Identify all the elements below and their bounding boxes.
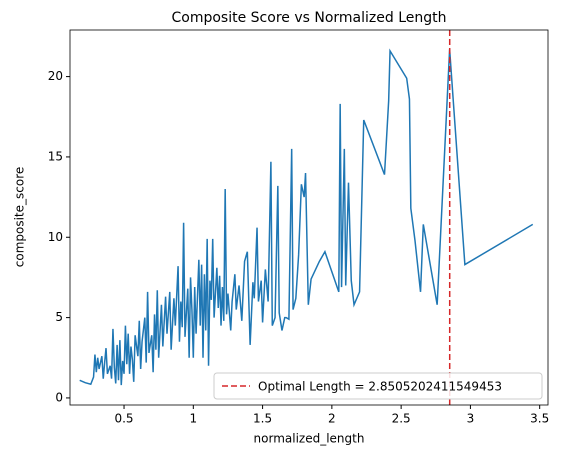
x-tick-label: 0.5 [114, 412, 133, 426]
y-tick-label: 0 [55, 390, 63, 404]
y-tick-label: 10 [48, 230, 63, 244]
y-axis-label: composite_score [13, 167, 27, 268]
x-tick-label: 1 [189, 412, 197, 426]
data-line [79, 48, 534, 386]
x-tick-label: 3.5 [530, 412, 549, 426]
x-tick-label: 2 [328, 412, 336, 426]
chart-title: Composite Score vs Normalized Length [172, 10, 447, 26]
legend-box [213, 372, 543, 400]
x-tick-label: 3 [467, 412, 475, 426]
x-tick-label: 2.5 [392, 412, 411, 426]
y-tick-label: 5 [55, 310, 63, 324]
legend-label: Optimal Length = 2.8505202411549453 [258, 380, 502, 394]
y-tick-label: 20 [48, 69, 63, 83]
x-axis-label: normalized_length [254, 432, 365, 446]
x-tick-label: 1.5 [253, 412, 272, 426]
frame [69, 29, 549, 406]
y-tick-label: 15 [48, 149, 63, 163]
